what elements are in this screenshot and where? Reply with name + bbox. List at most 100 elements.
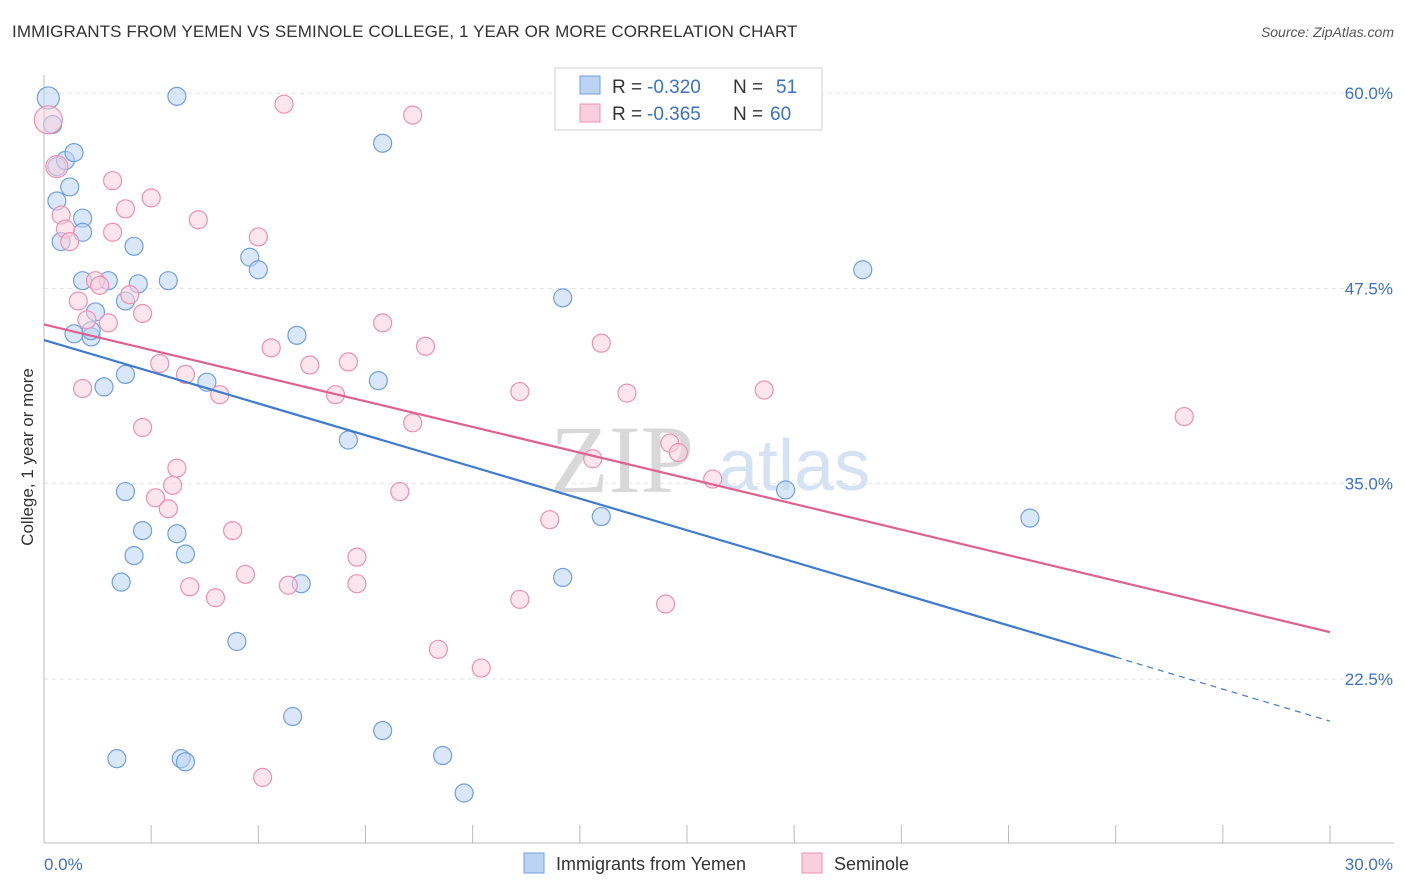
point-yemen-47	[591, 506, 611, 527]
point-seminole-41	[415, 336, 436, 356]
point-yemen-5	[60, 177, 80, 197]
point-seminole-20	[248, 227, 268, 247]
point-seminole-25	[163, 475, 183, 495]
point-yemen-4	[64, 142, 84, 163]
point-seminole-17	[175, 364, 196, 384]
trend-line-yemen	[43, 338, 1116, 659]
point-yemen-42	[175, 752, 196, 772]
point-yemen-29	[373, 133, 393, 153]
point-seminole-33	[300, 355, 320, 375]
point-seminole-27	[158, 499, 178, 519]
point-yemen-40	[107, 749, 127, 769]
stats-n-label-yemen: N =	[733, 77, 763, 98]
bottom-legend: Immigrants from Yemen Seminole	[523, 852, 909, 874]
point-seminole-30	[180, 577, 200, 597]
point-yemen-46	[553, 567, 573, 588]
point-seminole-52	[655, 594, 676, 614]
point-seminole-28	[223, 520, 243, 541]
point-seminole-32	[278, 575, 298, 595]
points-layer	[33, 86, 1194, 803]
point-yemen-21	[94, 377, 114, 397]
point-seminole-47	[510, 589, 530, 609]
legend-label-yemen: Immigrants from Yemen	[556, 854, 746, 874]
point-seminole-18	[188, 210, 208, 230]
point-yemen-37	[227, 631, 247, 652]
point-yemen-35	[111, 572, 131, 592]
trend-line-seminole	[43, 323, 1331, 634]
y-tick-label-1: 35.0%	[1345, 475, 1393, 494]
point-yemen-26	[287, 325, 307, 345]
point-yemen-31	[132, 520, 153, 541]
x-axis-tick-labels: 0.0% 30.0%	[44, 855, 1393, 874]
point-yemen-23	[167, 86, 187, 106]
point-seminole-42	[428, 639, 448, 659]
point-yemen-39	[373, 720, 393, 741]
trend-lines	[43, 323, 1331, 722]
point-seminole-24	[167, 458, 187, 478]
point-yemen-45	[553, 288, 573, 308]
point-seminole-44	[274, 94, 294, 114]
point-seminole-26	[145, 488, 166, 508]
y-axis-title: College, 1 year or more	[18, 368, 37, 546]
point-seminole-49	[583, 449, 603, 469]
chart-source: Source: ZipAtlas.com	[1260, 24, 1394, 40]
point-seminole-36	[347, 574, 367, 594]
point-seminole-22	[72, 378, 93, 399]
point-seminole-13	[120, 285, 140, 305]
point-seminole-12	[115, 199, 136, 219]
point-yemen-43	[433, 745, 453, 766]
stats-n-label-seminole: N =	[733, 104, 763, 125]
point-seminole-31	[205, 588, 226, 608]
point-seminole-4	[60, 232, 80, 252]
point-seminole-37	[347, 547, 367, 567]
point-seminole-9	[98, 313, 118, 333]
point-seminole-51	[617, 383, 637, 403]
point-seminole-1	[45, 155, 69, 179]
point-yemen-50	[1020, 508, 1040, 528]
legend-swatch-yemen	[523, 852, 545, 874]
point-seminole-43	[471, 658, 491, 678]
point-seminole-46	[510, 381, 530, 402]
point-seminole-48	[540, 510, 560, 530]
stats-r-value-yemen: -0.320	[647, 77, 701, 98]
stats-swatch-seminole	[579, 103, 601, 123]
point-seminole-15	[141, 188, 161, 208]
watermark-zip: ZIP	[550, 406, 694, 513]
point-yemen-38	[283, 706, 303, 727]
point-yemen-14	[158, 271, 178, 291]
y-tick-label-3: 60.0%	[1345, 84, 1393, 103]
point-seminole-10	[102, 222, 123, 242]
point-yemen-10	[124, 236, 144, 256]
y-tick-label-0: 22.5%	[1345, 670, 1393, 689]
legend-swatch-seminole	[801, 852, 823, 874]
point-yemen-27	[368, 371, 388, 391]
axes	[43, 75, 1394, 844]
point-seminole-6	[77, 310, 97, 330]
point-seminole-45	[403, 105, 423, 125]
point-seminole-54	[668, 442, 689, 463]
point-seminole-57	[1174, 406, 1194, 427]
legend-label-seminole: Seminole	[834, 854, 909, 874]
point-seminole-38	[373, 313, 393, 333]
point-seminole-5	[68, 291, 88, 311]
x-tick-label-0: 0.0%	[44, 855, 83, 874]
point-seminole-23	[132, 417, 153, 438]
point-yemen-33	[167, 524, 187, 544]
point-seminole-16	[150, 353, 170, 374]
chart-title: IMMIGRANTS FROM YEMEN VS SEMINOLE COLLEG…	[12, 22, 798, 41]
x-axis-ticks	[43, 825, 1331, 843]
point-seminole-0	[33, 105, 63, 135]
point-seminole-50	[591, 333, 611, 353]
point-yemen-44	[454, 783, 474, 803]
stats-legend-box: R = -0.320 N = 51 R = -0.365 N = 60	[554, 67, 823, 131]
point-yemen-30	[115, 481, 136, 502]
point-yemen-20	[115, 364, 136, 384]
point-seminole-11	[102, 171, 123, 191]
point-seminole-21	[261, 338, 281, 358]
stats-n-value-seminole: 60	[770, 104, 791, 125]
point-seminole-39	[390, 481, 410, 502]
y-axis-tick-labels: 22.5% 35.0% 47.5% 60.0%	[1345, 84, 1393, 689]
point-seminole-40	[403, 413, 423, 433]
trend-line-yemen-extension	[1115, 656, 1331, 722]
